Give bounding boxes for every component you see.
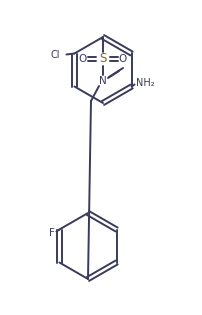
Text: NH₂: NH₂ [135,77,154,88]
Text: Cl: Cl [51,49,60,60]
Text: F: F [48,227,54,238]
Text: N: N [99,76,106,86]
Text: O: O [118,54,126,64]
Text: O: O [79,54,87,64]
Text: S: S [99,53,106,66]
